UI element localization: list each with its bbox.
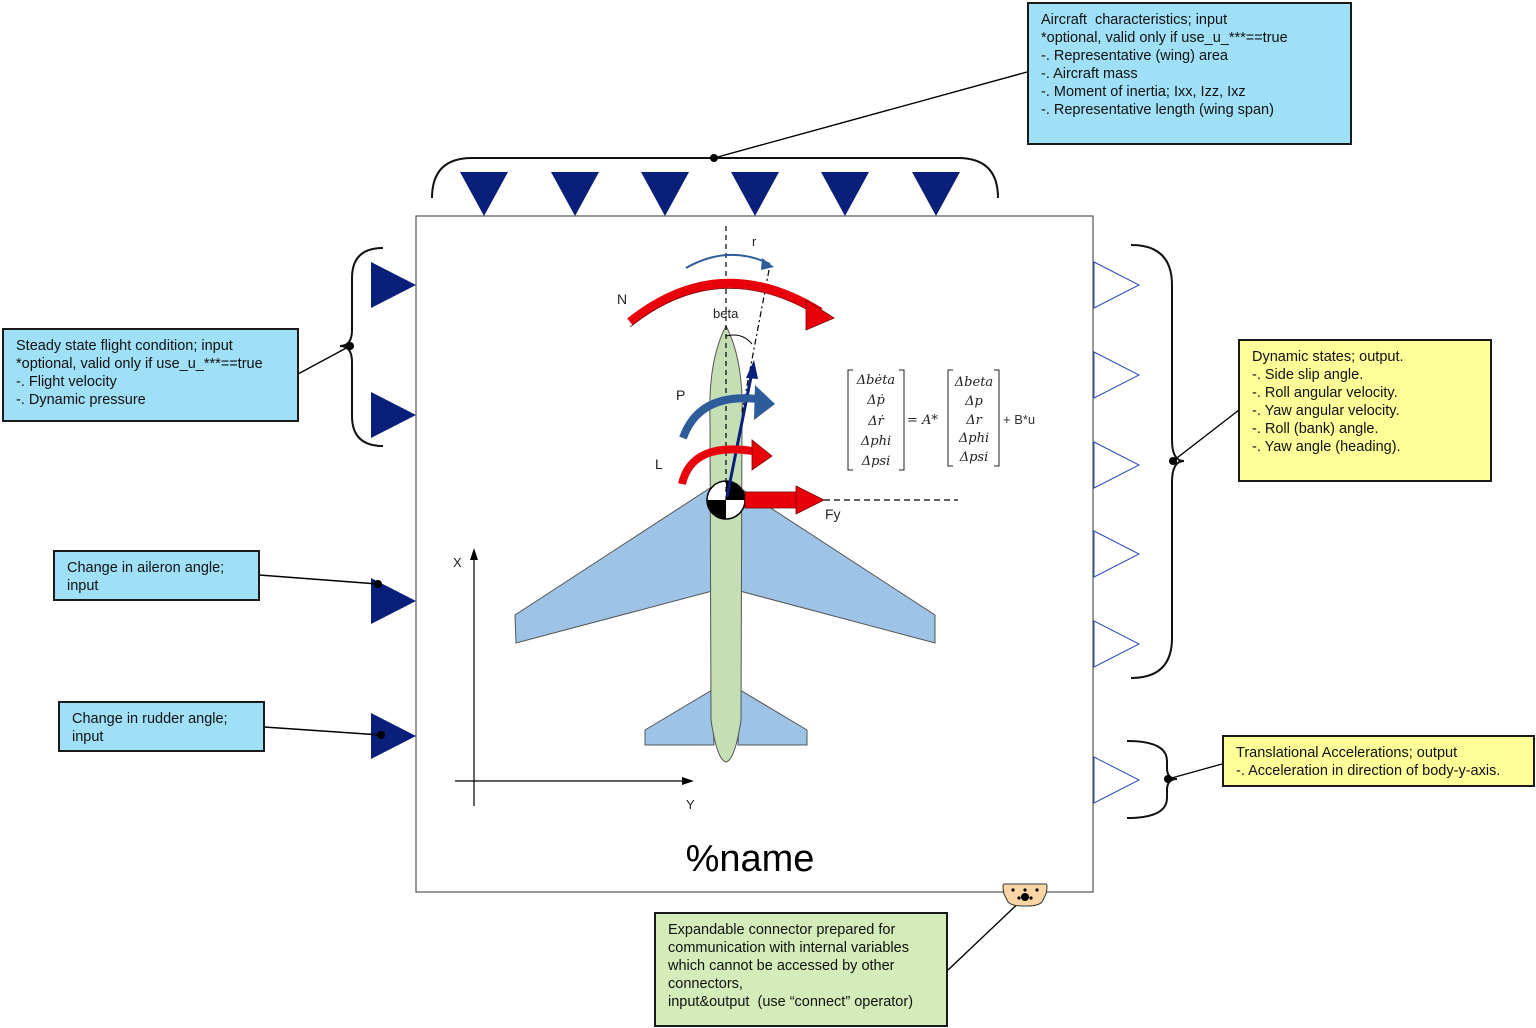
- note-line: input: [67, 578, 99, 594]
- note-line: -. Acceleration in direction of body-y-a…: [1236, 763, 1501, 779]
- note-line: Expandable connector prepared for: [668, 922, 896, 938]
- note-line: Steady state flight condition; input: [16, 338, 233, 354]
- note-line: -. Roll (bank) angle.: [1252, 421, 1379, 437]
- label-beta: beta: [713, 306, 739, 321]
- side-force-arrow: [744, 485, 825, 515]
- note-line: which cannot be accessed by other: [668, 958, 895, 974]
- eq-lhs-2: Δṙ: [867, 414, 884, 429]
- eq-lhs-4: Δpsi: [861, 454, 891, 469]
- output-triangle-icon[interactable]: [1093, 530, 1141, 578]
- right-brace-states: [1130, 244, 1185, 679]
- input-triangle-icon[interactable]: [821, 172, 869, 216]
- note-line: *optional, valid only if use_u_***==true: [16, 356, 263, 372]
- note-line: Dynamic states; output.: [1252, 349, 1404, 365]
- output-triangle-icon[interactable]: [1093, 441, 1141, 489]
- note-line: -. Representative length (wing span): [1041, 102, 1274, 118]
- top-brace: [431, 157, 999, 199]
- airplane-illustration: [514, 324, 936, 763]
- input-triangle-icon[interactable]: [551, 172, 599, 216]
- label-P: P: [676, 387, 685, 403]
- right-output-connectors: [1093, 261, 1141, 804]
- note-aircraft-characteristics: Aircraft characteristics; input *optiona…: [1027, 2, 1352, 145]
- label-r: r: [752, 234, 757, 249]
- eq-lhs-1: Δṗ: [866, 393, 885, 408]
- label-X: X: [453, 555, 462, 570]
- note-dynamic-states: Dynamic states; output. -. Side slip ang…: [1238, 339, 1492, 482]
- note-line: -. Moment of inertia; Ixx, Izz, Ixz: [1041, 84, 1246, 100]
- leader-lines: [258, 71, 1240, 971]
- yaw-moment-arrow: [627, 278, 823, 326]
- eq-rhs-4: Δpsi: [959, 450, 989, 465]
- eq-tail: + B*u: [1003, 412, 1035, 427]
- note-line: -. Flight velocity: [16, 374, 117, 390]
- output-triangle-icon[interactable]: [1093, 261, 1141, 309]
- note-line: input: [72, 729, 104, 745]
- note-line: -. Yaw angle (heading).: [1252, 439, 1401, 455]
- input-triangle-icon[interactable]: [371, 578, 416, 624]
- left-brace: [339, 247, 384, 447]
- fuselage: [709, 324, 743, 763]
- state-space-equation: Δbėta Δṗ Δṙ Δphi Δpsi = A* Δbeta Δp Δr Δ…: [847, 369, 1035, 471]
- left-input-connectors: [371, 262, 416, 759]
- note-steady-state: Steady state flight condition; input *op…: [2, 328, 299, 422]
- note-line: -. Dynamic pressure: [16, 392, 146, 408]
- input-triangle-icon[interactable]: [371, 713, 416, 759]
- top-input-connectors: [460, 172, 960, 216]
- eq-rhs-2: Δr: [965, 413, 982, 428]
- note-line: Translational Accelerations; output: [1236, 745, 1458, 761]
- velocity-vector: [725, 371, 754, 498]
- input-triangle-icon[interactable]: [460, 172, 508, 216]
- roll-rate-arrow: [679, 394, 766, 440]
- eq-rhs-1: Δp: [964, 394, 983, 409]
- note-expandable-connector: Expandable connector prepared for commun…: [654, 912, 948, 1027]
- output-triangle-icon[interactable]: [1093, 756, 1141, 804]
- note-line: -. Side slip angle.: [1252, 367, 1364, 383]
- eq-lhs-0: Δbėta: [856, 373, 895, 388]
- eq-rhs-3: Δphi: [958, 431, 989, 446]
- eq-rhs-0: Δbeta: [954, 375, 993, 390]
- input-triangle-icon[interactable]: [731, 172, 779, 216]
- note-translational: Translational Accelerations; output -. A…: [1222, 735, 1535, 787]
- note-line: Change in aileron angle;: [67, 560, 225, 576]
- label-Fy: Fy: [825, 506, 841, 522]
- output-triangle-icon[interactable]: [1093, 620, 1141, 668]
- roll-moment-arrow: [678, 445, 759, 486]
- note-rudder: Change in rudder angle; input: [58, 701, 265, 752]
- note-line: -. Representative (wing) area: [1041, 48, 1228, 64]
- note-line: input&output (use “connect” operator): [668, 994, 914, 1010]
- note-line: *optional, valid only if use_u_***==true: [1041, 30, 1288, 46]
- note-line: -. Yaw angular velocity.: [1252, 403, 1400, 419]
- input-triangle-icon[interactable]: [912, 172, 960, 216]
- input-triangle-icon[interactable]: [641, 172, 689, 216]
- output-triangle-icon[interactable]: [1093, 351, 1141, 399]
- expandable-connector-icon[interactable]: [1002, 883, 1048, 907]
- xy-axes: [455, 552, 690, 806]
- note-line: communication with internal variables: [668, 940, 909, 956]
- label-Y: Y: [686, 797, 695, 812]
- block-name: %name: [686, 838, 815, 880]
- note-line: connectors,: [668, 976, 743, 992]
- note-line: Change in rudder angle;: [72, 711, 228, 727]
- velocity-axis: [741, 269, 770, 413]
- note-aileron: Change in aileron angle; input: [53, 550, 260, 601]
- label-L: L: [655, 456, 663, 472]
- eq-sign: = A*: [907, 413, 938, 428]
- note-line: -. Aircraft mass: [1041, 66, 1138, 82]
- label-N: N: [617, 291, 627, 307]
- eq-lhs-3: Δphi: [860, 434, 891, 449]
- yaw-rate-arrow: [685, 254, 771, 269]
- input-triangle-icon[interactable]: [371, 262, 416, 308]
- note-line: -. Roll angular velocity.: [1252, 385, 1398, 401]
- right-brace-accel: [1126, 740, 1178, 819]
- input-triangle-icon[interactable]: [371, 392, 416, 438]
- note-line: Aircraft characteristics; input: [1041, 12, 1228, 28]
